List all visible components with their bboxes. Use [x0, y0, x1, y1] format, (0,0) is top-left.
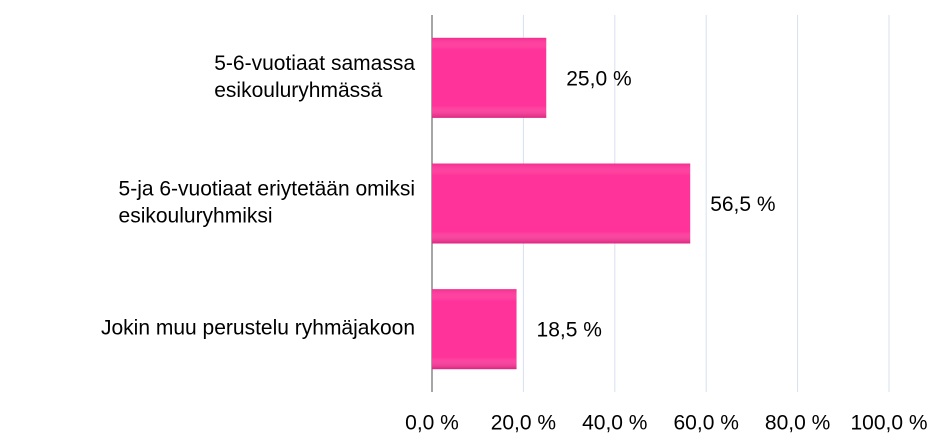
- y-tick-label: esikouluryhmässä: [214, 79, 382, 102]
- x-tick-label: 100,0 %: [850, 412, 927, 435]
- x-tick-label: 60,0 %: [674, 412, 739, 435]
- bar-shade: [432, 37, 547, 118]
- y-tick-label: 5-6-vuotiaat samassa: [214, 52, 415, 75]
- value-label: 18,5 %: [537, 319, 602, 342]
- y-tick-label: Jokin muu perustelu ryhmäjakoon: [101, 317, 415, 340]
- y-tick-label: 5-ja 6-vuotiaat eriytetään omiksi: [119, 178, 415, 201]
- bar-shade: [432, 163, 691, 244]
- x-tick-label: 40,0 %: [582, 412, 647, 435]
- value-label: 25,0 %: [566, 67, 631, 90]
- x-tick-label: 0,0 %: [405, 412, 459, 435]
- y-tick-label: esikouluryhmiksi: [119, 205, 273, 228]
- value-label: 56,5 %: [710, 193, 775, 216]
- x-tick-label: 20,0 %: [491, 412, 556, 435]
- x-tick-label: 80,0 %: [765, 412, 830, 435]
- bar-shade: [432, 289, 517, 370]
